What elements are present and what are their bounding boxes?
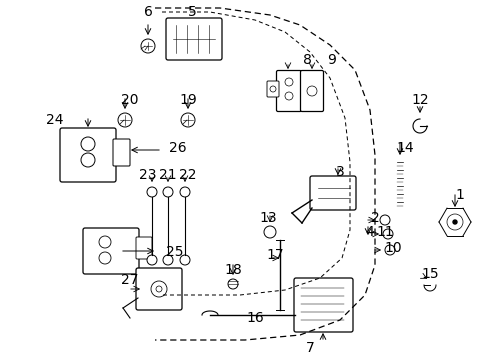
Circle shape (147, 187, 157, 197)
FancyBboxPatch shape (136, 268, 182, 310)
Text: 2: 2 (370, 211, 379, 225)
FancyBboxPatch shape (266, 81, 279, 97)
Text: 6: 6 (143, 5, 152, 19)
Circle shape (163, 255, 173, 265)
FancyBboxPatch shape (83, 228, 139, 274)
Circle shape (379, 215, 389, 225)
Circle shape (99, 252, 111, 264)
Circle shape (99, 236, 111, 248)
FancyBboxPatch shape (136, 237, 152, 259)
Circle shape (180, 255, 190, 265)
Circle shape (264, 226, 275, 238)
Circle shape (147, 255, 157, 265)
Circle shape (156, 286, 162, 292)
Text: 4: 4 (365, 225, 374, 239)
Circle shape (180, 187, 190, 197)
Circle shape (452, 220, 456, 224)
Text: 24: 24 (46, 113, 63, 127)
Circle shape (181, 113, 195, 127)
Text: 19: 19 (179, 93, 197, 107)
Circle shape (118, 113, 132, 127)
FancyBboxPatch shape (293, 278, 352, 332)
Circle shape (227, 279, 238, 289)
Circle shape (141, 39, 155, 53)
FancyBboxPatch shape (276, 71, 301, 112)
FancyBboxPatch shape (309, 176, 355, 210)
Text: 22: 22 (179, 168, 196, 182)
Text: 3: 3 (335, 165, 344, 179)
Circle shape (81, 137, 95, 151)
Text: 25: 25 (166, 245, 183, 259)
Text: 8: 8 (302, 53, 311, 67)
Circle shape (81, 153, 95, 167)
Circle shape (285, 92, 292, 100)
Text: 10: 10 (384, 241, 401, 255)
FancyBboxPatch shape (113, 139, 130, 166)
Text: 13: 13 (259, 211, 276, 225)
Text: 20: 20 (121, 93, 139, 107)
Circle shape (446, 214, 462, 230)
Text: 9: 9 (327, 53, 336, 67)
FancyBboxPatch shape (300, 71, 323, 112)
Circle shape (163, 187, 173, 197)
FancyBboxPatch shape (60, 128, 116, 182)
Text: 7: 7 (305, 341, 314, 355)
Text: 21: 21 (159, 168, 177, 182)
Circle shape (384, 245, 394, 255)
Text: 18: 18 (224, 263, 242, 277)
Circle shape (269, 86, 275, 92)
Circle shape (151, 281, 167, 297)
Circle shape (285, 78, 292, 86)
Text: 14: 14 (395, 141, 413, 155)
Text: 5: 5 (187, 5, 196, 19)
Text: 17: 17 (265, 248, 283, 262)
Text: 27: 27 (121, 273, 139, 287)
Circle shape (306, 86, 316, 96)
Text: 26: 26 (169, 141, 186, 155)
Text: 23: 23 (139, 168, 157, 182)
Circle shape (382, 229, 392, 239)
Text: 16: 16 (245, 311, 264, 325)
Text: 1: 1 (455, 188, 464, 202)
Text: 12: 12 (410, 93, 428, 107)
FancyBboxPatch shape (165, 18, 222, 60)
Text: 15: 15 (420, 267, 438, 281)
Text: 11: 11 (375, 225, 393, 239)
